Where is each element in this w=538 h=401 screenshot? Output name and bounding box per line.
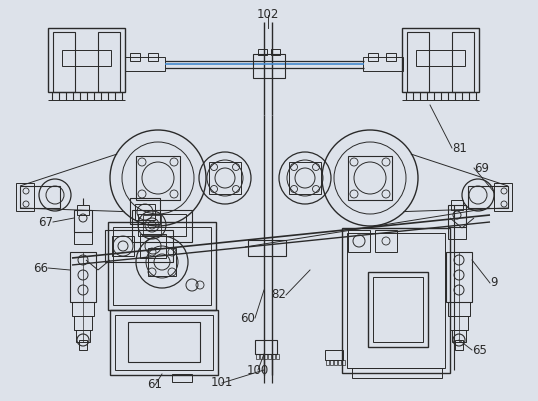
Bar [494,183,512,211]
Bar [272,354,275,359]
Bar [455,340,463,350]
Bar [138,214,186,236]
Bar [248,240,286,256]
Bar [448,205,466,227]
Bar [416,50,465,66]
Bar [330,360,333,365]
Bar [448,302,470,316]
Bar [334,360,337,365]
Bar [448,227,466,239]
Bar [347,233,445,368]
Bar [130,53,140,61]
Bar [148,248,176,276]
Bar [276,354,279,359]
Bar [115,315,213,370]
Bar [108,222,216,310]
Bar [402,28,479,92]
Text: 102: 102 [257,8,279,22]
Bar [74,232,92,244]
Bar [368,272,428,347]
Bar [348,156,392,200]
Bar [342,360,345,365]
Bar [373,277,423,342]
Bar [255,340,277,354]
Bar [77,205,89,215]
Bar [468,186,508,208]
Bar [110,310,218,375]
Bar [363,57,403,71]
Bar [253,54,285,78]
Bar [20,186,60,208]
Bar [143,215,161,235]
Bar [72,302,94,316]
Text: 67: 67 [38,215,53,229]
Bar [112,236,134,256]
Bar [125,57,165,71]
Bar [105,230,173,262]
Bar [338,360,341,365]
Bar [451,200,463,210]
Bar [53,32,75,92]
Bar [136,156,180,200]
Bar [70,252,96,302]
Bar [62,50,111,66]
Bar [368,53,378,61]
Bar [352,368,442,378]
Text: 61: 61 [147,379,162,391]
Text: 100: 100 [247,363,269,377]
Bar [113,227,211,305]
Bar [325,350,343,360]
Bar [140,234,166,258]
Text: 60: 60 [240,312,255,324]
Text: 82: 82 [271,288,286,302]
Bar [264,354,267,359]
Bar [48,28,125,92]
Bar [132,210,192,242]
Bar [407,32,429,92]
Bar [256,354,259,359]
Bar [128,322,200,362]
Bar [74,210,92,232]
Bar [76,330,90,342]
Bar [268,354,271,359]
Bar [135,204,155,220]
Bar [326,360,329,365]
Bar [98,32,120,92]
Bar [450,316,468,330]
Text: 65: 65 [472,344,487,356]
Bar [452,330,466,342]
Bar [260,354,263,359]
Bar [148,53,158,61]
Bar [452,32,474,92]
Bar [258,49,267,55]
Text: 101: 101 [211,377,233,389]
Bar [375,230,397,252]
Text: 81: 81 [452,142,467,154]
Bar [386,53,396,61]
Text: 69: 69 [474,162,489,174]
Bar [446,252,472,302]
Bar [271,49,280,55]
Bar [342,228,450,373]
Bar [130,198,160,224]
Bar [172,374,192,382]
Bar [16,183,34,211]
Text: 66: 66 [33,261,48,275]
Bar [74,316,92,330]
Bar [79,340,87,350]
Bar [289,162,321,194]
Bar [209,162,241,194]
Bar [348,230,370,252]
Text: 9: 9 [490,277,498,290]
